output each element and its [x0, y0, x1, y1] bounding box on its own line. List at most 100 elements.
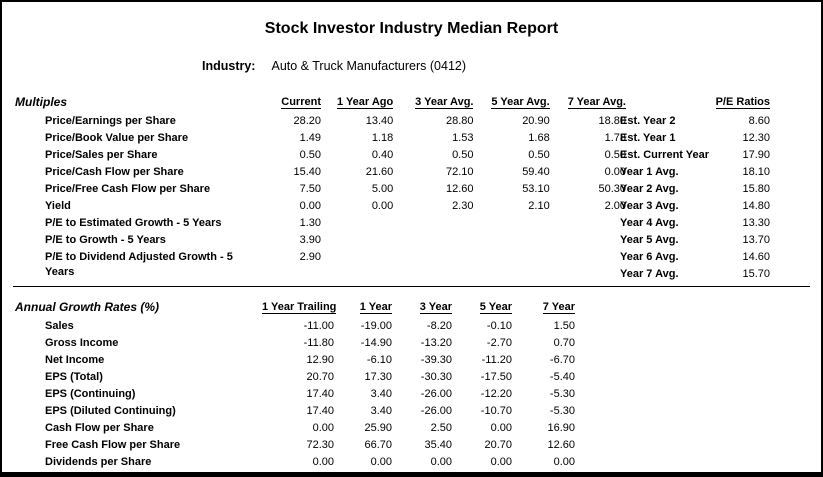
section-growth-rates: Annual Growth Rates (%) 1 Year Trailing … [12, 296, 811, 471]
row-label: Price/Earnings per Share [45, 115, 176, 127]
multiples-header-row: Multiples Current 1 Year Ago 3 Year Avg.… [12, 91, 626, 113]
row-label: Price/Cash Flow per Share [45, 166, 184, 178]
cell-value [321, 232, 393, 249]
multiples-section-title: Multiples [15, 95, 68, 109]
cell-value: 13.40 [365, 115, 394, 127]
row-label: EPS (Continuing) [45, 388, 136, 400]
cell-value: 8.60 [748, 115, 770, 127]
table-row: Year 2 Avg. 15.80 [620, 181, 770, 198]
column-header-pe-ratios: P/E Ratios [715, 96, 770, 109]
table-row: Price/Free Cash Flow per Share 7.50 5.00… [12, 181, 626, 198]
row-label: Price/Book Value per Share [45, 132, 189, 144]
row-label: Year 6 Avg. [620, 251, 679, 263]
cell-value: -6.70 [549, 354, 575, 366]
cell-value [473, 249, 549, 283]
table-row: Price/Cash Flow per Share 15.40 21.60 72… [12, 164, 626, 181]
cell-value: 15.40 [293, 166, 321, 178]
table-row: Dividends per Share 0.00 0.00 0.00 0.00 … [12, 454, 575, 471]
cell-value: 0.00 [370, 456, 392, 468]
cell-value: 0.70 [553, 337, 575, 349]
growth-header-row: Annual Growth Rates (%) 1 Year Trailing … [12, 296, 575, 318]
cell-value: 59.40 [522, 166, 550, 178]
cell-value: -5.40 [549, 371, 575, 383]
cell-value: 5.00 [371, 183, 394, 195]
industry-label: Industry: [202, 59, 256, 73]
cell-value: 7.50 [299, 183, 321, 195]
row-label: Cash Flow per Share [45, 422, 154, 434]
row-label: P/E to Dividend Adjusted Growth - 5 Year… [45, 251, 233, 278]
cell-value: -26.00 [420, 388, 452, 400]
cell-value [321, 249, 393, 283]
cell-value: 50.30 [598, 183, 626, 195]
cell-value: 2.30 [452, 200, 474, 212]
cell-value [550, 232, 626, 249]
growth-rates-table: Annual Growth Rates (%) 1 Year Trailing … [12, 296, 575, 471]
row-label: Free Cash Flow per Share [45, 439, 181, 451]
row-label: Dividends per Share [45, 456, 152, 468]
cell-value: -11.20 [481, 354, 512, 366]
cell-value: 1.53 [452, 132, 474, 144]
table-row: Sales -11.00 -19.00 -8.20 -0.10 1.50 [12, 318, 575, 335]
table-row: Year 3 Avg. 14.80 [620, 198, 770, 215]
table-row: P/E to Estimated Growth - 5 Years 1.30 [12, 215, 626, 232]
row-label: Est. Year 1 [620, 132, 676, 144]
cell-value: 12.90 [306, 354, 334, 366]
cell-value: -5.30 [549, 388, 575, 400]
row-label: Est. Year 2 [620, 115, 676, 127]
cell-value: 20.90 [522, 115, 550, 127]
page-title: Stock Investor Industry Median Report [264, 20, 559, 37]
cell-value: -11.00 [303, 320, 334, 332]
cell-value: 3.40 [370, 405, 392, 417]
table-row: Price/Earnings per Share 28.20 13.40 28.… [12, 113, 626, 130]
cell-value: 25.90 [364, 422, 392, 434]
industry-row: Industry: Auto & Truck Manufacturers (041… [12, 59, 811, 73]
row-label: P/E to Estimated Growth - 5 Years [45, 217, 222, 229]
cell-value: 28.80 [445, 115, 474, 127]
table-row: EPS (Continuing) 17.40 3.40 -26.00 -12.2… [12, 386, 575, 403]
cell-value: 15.80 [742, 183, 770, 195]
cell-value: 72.30 [306, 439, 334, 451]
industry-value: Auto & Truck Manufacturers (0412) [271, 59, 467, 73]
cell-value: 0.00 [312, 422, 334, 434]
cell-value [473, 232, 549, 249]
cell-value: 1.18 [371, 132, 394, 144]
cell-value: 13.30 [742, 217, 770, 229]
cell-value: 0.50 [452, 149, 474, 161]
cell-value: -0.10 [486, 320, 512, 332]
column-header-3-year: 3 Year [419, 301, 452, 314]
cell-value: -19.00 [360, 320, 392, 332]
cell-value: 0.40 [371, 149, 394, 161]
cell-value: 12.60 [547, 439, 575, 451]
table-row: Year 4 Avg. 13.30 [620, 215, 770, 232]
cell-value: 17.90 [742, 149, 770, 161]
cell-value: 2.50 [430, 422, 452, 434]
row-label: Net Income [45, 354, 105, 366]
column-header-1-year-trailing: 1 Year Trailing [262, 301, 337, 314]
row-label: Year 7 Avg. [620, 268, 679, 280]
column-header-7-year: 7 Year [542, 301, 575, 314]
table-row: P/E to Growth - 5 Years 3.90 [12, 232, 626, 249]
cell-value: 0.00 [490, 422, 512, 434]
growth-section-title: Annual Growth Rates (%) [15, 300, 160, 314]
table-row: Year 1 Avg. 18.10 [620, 164, 770, 181]
cell-value: -39.30 [420, 354, 452, 366]
cell-value: -14.90 [360, 337, 392, 349]
cell-value: 2.10 [528, 200, 550, 212]
row-label: Price/Free Cash Flow per Share [45, 183, 211, 195]
cell-value: 12.60 [445, 183, 474, 195]
cell-value: 0.50 [528, 149, 550, 161]
row-label: Sales [45, 320, 74, 332]
cell-value [473, 215, 549, 232]
row-label: Gross Income [45, 337, 119, 349]
row-label: Year 4 Avg. [620, 217, 679, 229]
pe-ratios-header-row: P/E Ratios [620, 91, 770, 113]
cell-value: 0.50 [299, 149, 321, 161]
cell-value [550, 215, 626, 232]
cell-value: -6.10 [366, 354, 392, 366]
cell-value [550, 249, 626, 283]
row-label: EPS (Total) [45, 371, 103, 383]
cell-value: 1.78 [604, 132, 626, 144]
table-row: Price/Book Value per Share 1.49 1.18 1.5… [12, 130, 626, 147]
table-row: Year 7 Avg. 15.70 [620, 266, 770, 283]
